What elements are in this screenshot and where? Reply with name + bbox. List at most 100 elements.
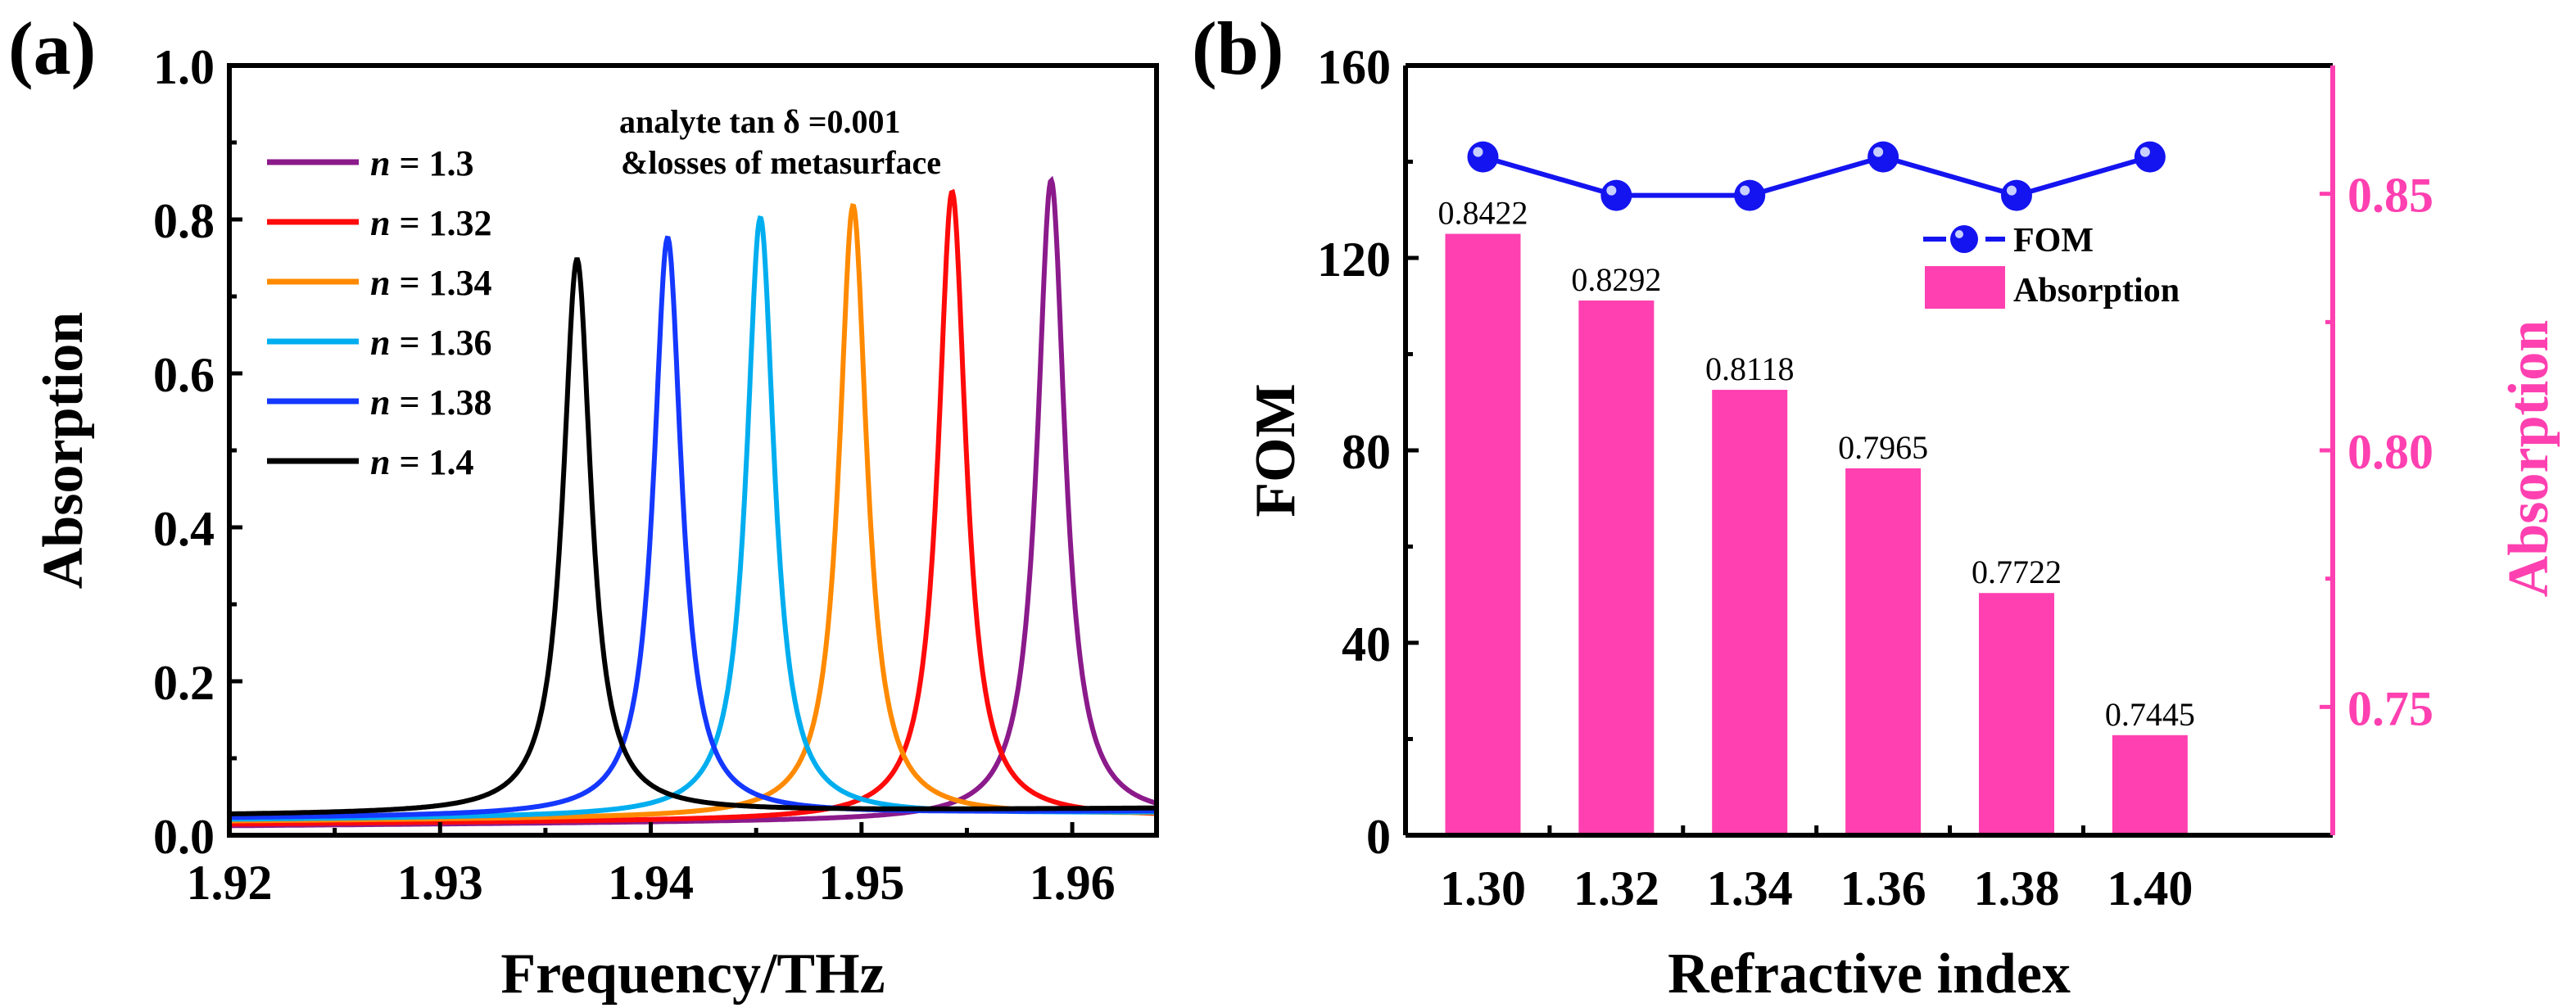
x-tick-label: 1.94 xyxy=(608,856,694,910)
legend-label-value: = 1.36 xyxy=(390,323,491,363)
legend-label-variable: n xyxy=(370,323,390,363)
x-axis-title: Frequency/THz xyxy=(500,942,885,1006)
y-ticks-left: 0 40 80 120 160 xyxy=(1317,40,1419,864)
absorption-bar xyxy=(1578,301,1655,836)
legend-label-variable: n xyxy=(370,263,390,303)
y-tick-label: 0.6 xyxy=(153,348,215,402)
absorption-bar xyxy=(2112,735,2188,835)
fom-point-highlight xyxy=(2139,147,2150,157)
bar-value-label: 0.8292 xyxy=(1571,261,1661,298)
bar-value-label: 0.7445 xyxy=(2105,696,2195,733)
x-tick-label: 1.95 xyxy=(818,856,904,910)
legend-fom-label: FOM xyxy=(2013,222,2094,260)
legend-label-value: = 1.34 xyxy=(390,263,491,303)
y-right-tick-label: 0.80 xyxy=(2347,425,2433,479)
bar-value-label: 0.7722 xyxy=(1972,554,2062,590)
x-tick-label: 1.32 xyxy=(1573,861,1659,915)
x-ticks: 1.30 1.32 1.34 1.36 1.38 1.40 xyxy=(1440,825,2193,915)
bar-value-label: 0.8118 xyxy=(1705,350,1795,387)
fom-point-highlight xyxy=(1873,147,1884,157)
fom-point xyxy=(2000,179,2032,211)
annotation-line-2: &losses of metasurface xyxy=(621,144,941,181)
legend-label-value: = 1.3 xyxy=(390,143,473,183)
y-tick-label: 40 xyxy=(1342,617,1391,671)
legend-label: n = 1.34 xyxy=(370,263,492,303)
x-tick-label: 1.96 xyxy=(1030,856,1116,910)
y-tick-label: 0.2 xyxy=(153,656,215,710)
absorption-bar xyxy=(1712,390,1788,835)
y-ticks: 0.0 0.2 0.4 0.6 0.8 1.0 xyxy=(153,40,242,864)
legend-label: n = 1.36 xyxy=(370,323,492,363)
curve-n-134 xyxy=(229,203,1157,824)
fom-point xyxy=(1600,179,1632,211)
y-axis-title-left: FOM xyxy=(1244,383,1307,517)
x-axis-title: Refractive index xyxy=(1668,942,2071,1006)
absorption-bar xyxy=(1978,593,2054,835)
y-tick-label: 80 xyxy=(1342,425,1391,479)
x-tick-label: 1.30 xyxy=(1440,861,1526,915)
legend-fom-marker xyxy=(1950,225,1978,253)
y-tick-label: 120 xyxy=(1317,233,1391,287)
legend-label: n = 1.3 xyxy=(370,143,474,183)
x-tick-label: 1.34 xyxy=(1707,861,1793,915)
legend: FOM Absorption xyxy=(1923,222,2180,310)
y-axis-title: Absorption xyxy=(32,312,95,589)
curve-n-136 xyxy=(229,215,1157,822)
panel-a: (a) 1.92 1.93 1.94 1.95 1.96 0.0 0.2 0.4 0.6 0.8… xyxy=(8,7,1159,1006)
panel-a-label: (a) xyxy=(8,7,96,90)
legend-label: n = 1.38 xyxy=(370,382,492,423)
fom-point-highlight xyxy=(1740,185,1750,196)
absorption-bar xyxy=(1445,233,1521,836)
fom-point-highlight xyxy=(1606,185,1617,196)
y-right-tick-label: 0.75 xyxy=(2347,681,2433,735)
curve-n-13 xyxy=(229,175,1157,829)
curve-n-14 xyxy=(229,257,1157,816)
legend: n = 1.3n = 1.32n = 1.34n = 1.36n = 1.38n… xyxy=(267,143,492,482)
fom-line-path xyxy=(1482,154,2151,198)
x-tick-label: 1.36 xyxy=(1840,861,1926,915)
legend-label-variable: n xyxy=(370,442,390,482)
absorption-bar xyxy=(1845,468,1922,835)
legend-fom-marker-highlight xyxy=(1955,230,1963,238)
curve-n-132 xyxy=(229,188,1157,827)
x-tick-label: 1.92 xyxy=(187,856,273,910)
legend-label-value: = 1.32 xyxy=(390,203,491,243)
y-ticks-right: 0.75 0.80 0.85 xyxy=(2320,169,2433,735)
y-tick-label: 0.8 xyxy=(153,194,215,248)
fom-point xyxy=(2134,141,2166,173)
legend-label-variable: n xyxy=(370,203,390,243)
y-right-tick-label: 0.85 xyxy=(2347,169,2433,223)
panel-b: (b) 0.8422 0.8292 0.8118 0.7965 0.7722 0.7445… xyxy=(1192,7,2560,1006)
fom-point xyxy=(1467,141,1499,173)
legend-label: n = 1.32 xyxy=(370,203,492,243)
absorption-bars: 0.8422 0.8292 0.8118 0.7965 0.7722 0.7445 xyxy=(1437,195,2195,836)
panel-b-label: (b) xyxy=(1192,7,1283,90)
curve-n-138 xyxy=(229,235,1157,820)
legend-label: n = 1.4 xyxy=(370,442,474,482)
bar-value-label: 0.7965 xyxy=(1838,429,1928,466)
fom-point xyxy=(1867,141,1899,173)
x-tick-label: 1.93 xyxy=(397,856,483,910)
y-tick-label: 1.0 xyxy=(153,40,215,94)
annotation-line-1: analyte tan δ =0.001 xyxy=(619,103,901,140)
y-tick-label: 160 xyxy=(1317,40,1391,94)
y-tick-label: 0.4 xyxy=(153,502,215,556)
absorption-curves xyxy=(229,175,1157,829)
fom-point xyxy=(1734,179,1766,211)
x-tick-label: 1.38 xyxy=(1973,861,2059,915)
y-tick-label: 0.0 xyxy=(153,810,215,864)
legend-label-variable: n xyxy=(370,143,390,183)
legend-absorption-swatch xyxy=(1925,266,2005,309)
x-tick-label: 1.40 xyxy=(2107,861,2193,915)
x-ticks: 1.92 1.93 1.94 1.95 1.96 xyxy=(187,822,1116,910)
fom-point-highlight xyxy=(1473,147,1483,157)
panel-a-frame xyxy=(227,63,1159,838)
fom-line xyxy=(1467,141,2166,211)
bar-value-label: 0.8422 xyxy=(1437,195,1528,232)
y-tick-label: 0 xyxy=(1366,810,1391,864)
fom-point-highlight xyxy=(2006,185,2017,196)
legend-label-value: = 1.4 xyxy=(390,442,473,482)
legend-label-value: = 1.38 xyxy=(390,382,491,423)
legend-label-variable: n xyxy=(370,382,390,423)
